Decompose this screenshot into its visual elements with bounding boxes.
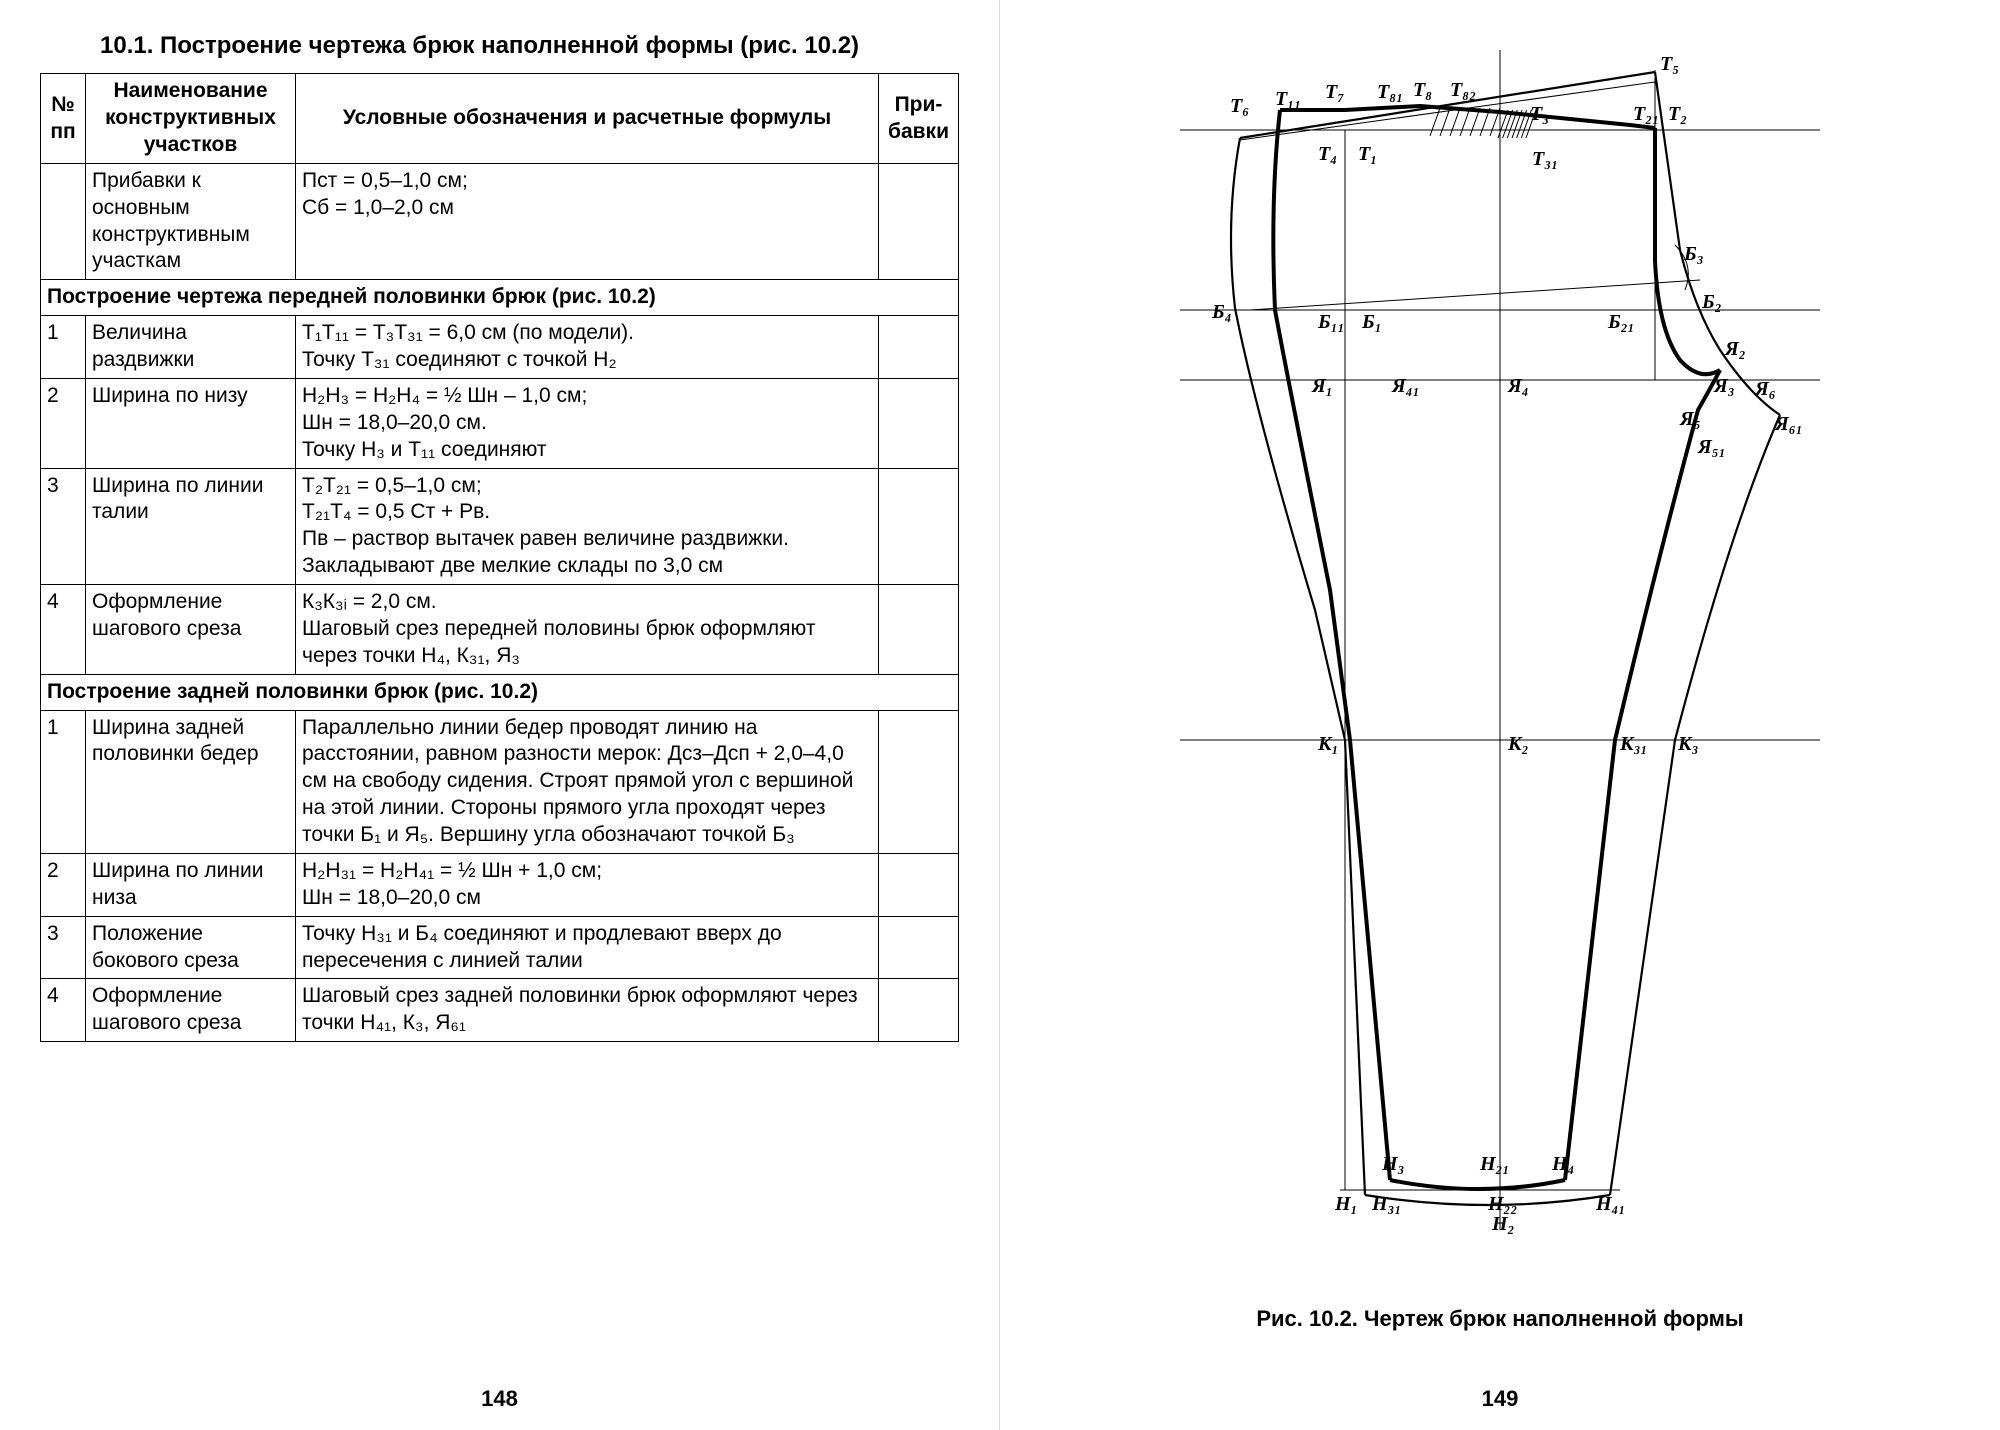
cell-num: 3 (41, 468, 86, 585)
svg-text:Б₂₁: Б₂₁ (1607, 311, 1635, 333)
page-number: 148 (0, 1386, 999, 1412)
cell-name: Оформление шагового среза (86, 585, 296, 675)
svg-text:Т₃: Т₃ (1530, 103, 1549, 125)
table-row: 2Ширина по низуН₂Н₃ = Н₂Н₄ = ½ Шн – 1,0 … (41, 378, 959, 468)
cell-num: 1 (41, 316, 86, 379)
table-row: 3Ширина по линии талииТ₂Т₂₁ = 0,5–1,0 см… (41, 468, 959, 585)
cell-name: Ширина по линии низа (86, 853, 296, 916)
cell-num: 2 (41, 853, 86, 916)
cell-name: Прибавки к основным конструктивным участ… (86, 163, 296, 280)
svg-text:Н₄: Н₄ (1551, 1153, 1575, 1175)
table-row: 2Ширина по линии низаН₂Н₃₁ = Н₂Н₄₁ = ½ Ш… (41, 853, 959, 916)
svg-text:Я₄₁: Я₄₁ (1391, 375, 1420, 397)
cell-name: Оформление шагового среза (86, 979, 296, 1042)
section-header: Построение чертежа передней половинки бр… (41, 280, 959, 316)
svg-text:Я₅₁: Я₅₁ (1697, 436, 1726, 458)
svg-text:Я₄: Я₄ (1507, 375, 1529, 397)
col-header-allow: При-бавки (879, 74, 959, 164)
svg-text:Н₂: Н₂ (1491, 1213, 1515, 1235)
cell-formula: Пст = 0,5–1,0 см;Сб = 1,0–2,0 см (296, 163, 879, 280)
cell-formula: Т₂Т₂₁ = 0,5–1,0 см;Т₂₁Т₄ = 0,5 Ст + Рв.П… (296, 468, 879, 585)
svg-text:Н₂₁: Н₂₁ (1479, 1153, 1510, 1175)
svg-text:Б₃: Б₃ (1683, 243, 1704, 265)
cell-num: 3 (41, 916, 86, 979)
cell-num: 1 (41, 710, 86, 853)
cell-num: 4 (41, 585, 86, 675)
cell-formula: Т₁Т₁₁ = Т₃Т₃₁ = 6,0 см (по модели).Точку… (296, 316, 879, 379)
cell-formula: Н₂Н₃₁ = Н₂Н₄₁ = ½ Шн + 1,0 см;Шн = 18,0–… (296, 853, 879, 916)
svg-text:Н₃: Н₃ (1381, 1153, 1405, 1175)
svg-text:Я₂: Я₂ (1724, 338, 1746, 360)
svg-text:Т₂₁: Т₂₁ (1633, 103, 1659, 125)
svg-text:К₂: К₂ (1507, 733, 1529, 755)
cell-formula: Н₂Н₃ = Н₂Н₄ = ½ Шн – 1,0 см;Шн = 18,0–20… (296, 378, 879, 468)
cell-formula: Параллельно линии бедер проводят линию н… (296, 710, 879, 853)
svg-text:Н₁: Н₁ (1334, 1193, 1358, 1215)
section-header: Построение задней половинки брюк (рис. 1… (41, 674, 959, 710)
col-header-name: Наименование конструктивных участков (86, 74, 296, 164)
svg-text:Б₁: Б₁ (1361, 311, 1382, 333)
page-number: 149 (1000, 1386, 2000, 1412)
table-row: 1Величина раздвижкиТ₁Т₁₁ = Т₃Т₃₁ = 6,0 с… (41, 316, 959, 379)
svg-text:Т₈₂: Т₈₂ (1450, 79, 1476, 101)
svg-text:Н₃₁: Н₃₁ (1371, 1193, 1402, 1215)
figure-caption: Рис. 10.2. Чертеж брюк наполненной формы (1040, 1306, 1960, 1332)
figure-container: Т₅ Т₆ Т₁₁ Т₇ Т₈₁ Т₈ Т₈₂ Т₃ Т₂₁ Т₂ Т₃₁ Т₄ Т₁ Б₃ Б₂ Б₄ Б₁₁… (1040, 30, 1960, 1290)
cell-name: Ширина по линии талии (86, 468, 296, 585)
cell-formula: Точку Н₃₁ и Б₄ соединяют и продлевают вв… (296, 916, 879, 979)
svg-text:Н₄₁: Н₄₁ (1595, 1193, 1626, 1215)
svg-text:К₃: К₃ (1677, 733, 1699, 755)
svg-text:К₃₁: К₃₁ (1619, 733, 1648, 755)
svg-text:К₁: К₁ (1317, 733, 1339, 755)
svg-text:Т₆: Т₆ (1230, 95, 1249, 117)
svg-text:Т₇: Т₇ (1325, 81, 1344, 103)
construction-table: № пп Наименование конструктивных участко… (40, 73, 959, 1042)
table-row: 4Оформление шагового срезаК₃К₃ᵢ = 2,0 см… (41, 585, 959, 675)
svg-text:Т₃₁: Т₃₁ (1532, 148, 1558, 170)
col-header-num: № пп (41, 74, 86, 164)
table-row: Прибавки к основным конструктивным участ… (41, 163, 959, 280)
svg-text:Т₈₁: Т₈₁ (1377, 81, 1403, 103)
svg-text:Я₆₁: Я₆₁ (1774, 413, 1803, 435)
right-page: Т₅ Т₆ Т₁₁ Т₇ Т₈₁ Т₈ Т₈₂ Т₃ Т₂₁ Т₂ Т₃₁ Т₄ Т₁ Б₃ Б₂ Б₄ Б₁₁… (1000, 0, 2000, 1430)
svg-text:Я₃: Я₃ (1713, 375, 1735, 397)
svg-text:Т₄: Т₄ (1318, 143, 1337, 165)
cell-name: Ширина задней половинки бедер (86, 710, 296, 853)
section-title: 10.1. Построение чертежа брюк наполненно… (100, 30, 959, 61)
svg-text:Т₂: Т₂ (1668, 103, 1687, 125)
svg-text:Б₄: Б₄ (1211, 301, 1232, 323)
left-page: 10.1. Построение чертежа брюк наполненно… (0, 0, 1000, 1430)
table-row: 4Оформление шагового срезаШаговый срез з… (41, 979, 959, 1042)
svg-text:Я₆: Я₆ (1754, 378, 1776, 400)
svg-text:Т₅: Т₅ (1660, 53, 1679, 75)
section-header-row: Построение чертежа передней половинки бр… (41, 280, 959, 316)
trousers-figure: Т₅ Т₆ Т₁₁ Т₇ Т₈₁ Т₈ Т₈₂ Т₃ Т₂₁ Т₂ Т₃₁ Т₄ Т₁ Б₃ Б₂ Б₄ Б₁₁… (1120, 50, 1880, 1270)
cell-num: 2 (41, 378, 86, 468)
cell-name: Ширина по низу (86, 378, 296, 468)
table-row: 1Ширина задней половинки бедерПараллельн… (41, 710, 959, 853)
cell-num: 4 (41, 979, 86, 1042)
svg-text:Б₁₁: Б₁₁ (1317, 311, 1345, 333)
cell-formula: Шаговый срез задней половинки брюк оформ… (296, 979, 879, 1042)
table-row: 3Положение бокового срезаТочку Н₃₁ и Б₄ … (41, 916, 959, 979)
section-header-row: Построение задней половинки брюк (рис. 1… (41, 674, 959, 710)
cell-formula: К₃К₃ᵢ = 2,0 см.Шаговый срез передней пол… (296, 585, 879, 675)
svg-text:Т₈: Т₈ (1413, 79, 1432, 101)
svg-text:Н₂₂: Н₂₂ (1487, 1193, 1518, 1215)
svg-text:Т₁₁: Т₁₁ (1275, 88, 1301, 110)
svg-text:Я₁: Я₁ (1311, 375, 1333, 397)
col-header-formula: Условные обозначения и расчетные формулы (296, 74, 879, 164)
svg-text:Я₅: Я₅ (1679, 408, 1701, 430)
table-header-row: № пп Наименование конструктивных участко… (41, 74, 959, 164)
svg-text:Б₂: Б₂ (1701, 291, 1722, 313)
cell-name: Положение бокового среза (86, 916, 296, 979)
cell-name: Величина раздвижки (86, 316, 296, 379)
svg-text:Т₁: Т₁ (1358, 143, 1377, 165)
